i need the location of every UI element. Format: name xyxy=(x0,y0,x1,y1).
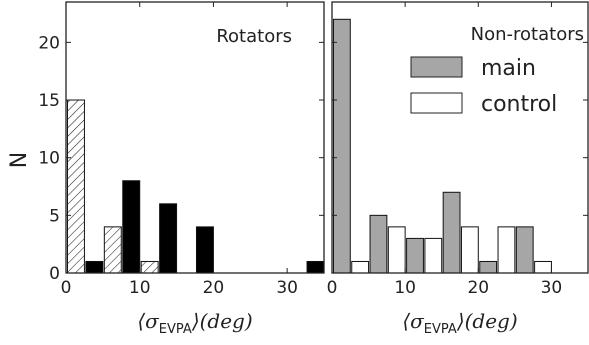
non-rotators-bar-s0-4 xyxy=(479,260,498,274)
rotators-bars xyxy=(66,99,325,274)
non-rotators-x-tick-label: 30 xyxy=(541,278,563,298)
legend-swatch-control xyxy=(410,92,463,114)
non-rotators-x-tick-label: 0 xyxy=(327,278,338,298)
rotators-bar-s1-4 xyxy=(306,260,325,274)
rotators-y-tick-label: 5 xyxy=(49,206,60,226)
legend-swatch-main xyxy=(410,56,463,78)
non-rotators-x-tick-label: 20 xyxy=(467,278,489,298)
non-rotators-bar-s0-2 xyxy=(406,237,424,274)
non-rotators-bar-s1-3 xyxy=(460,226,479,274)
rotators-x-tick-label: 30 xyxy=(276,278,298,298)
non-rotators-bar-s1-2 xyxy=(424,237,443,274)
rotators-panel: 0 10 20 30 0 5 10 15 20 Rotators ⟨σEVPA⟩(deg) xyxy=(38,1,325,337)
non-rotators-ticks: 0 10 20 30 xyxy=(327,2,588,298)
legend-item-main: main xyxy=(410,56,536,81)
rotators-bar-s1-0 xyxy=(85,260,104,274)
rotators-y-tick-label: 20 xyxy=(38,33,60,53)
rotators-x-tick-label: 20 xyxy=(203,278,225,298)
non-rotators-frame xyxy=(331,1,589,274)
rotators-bar-s1-1 xyxy=(122,180,141,274)
non-rotators-bar-s1-1 xyxy=(387,226,406,274)
non-rotators-bars xyxy=(332,18,552,274)
y-axis-label: N xyxy=(7,152,32,168)
rotators-x-tick-label: 10 xyxy=(129,278,151,298)
non-rotators-bar-s0-0 xyxy=(332,18,351,274)
non-rotators-bar-s1-5 xyxy=(534,260,552,274)
rotators-x-axis-label: ⟨σEVPA⟩(deg) xyxy=(137,309,252,337)
non-rotators-title: Non-rotators xyxy=(471,24,584,45)
rotators-bar-s0-0 xyxy=(66,99,85,274)
legend-label-main: main xyxy=(481,56,536,81)
non-rotators-bar-s1-4 xyxy=(497,226,516,274)
non-rotators-x-axis-label: ⟨σEVPA⟩(deg) xyxy=(402,309,517,337)
rotators-frame xyxy=(65,1,325,274)
rotators-ticks: 0 10 20 30 0 5 10 15 20 xyxy=(38,2,324,298)
rotators-bar-s0-1 xyxy=(103,226,122,274)
rotators-y-tick-label: 10 xyxy=(38,149,60,169)
non-rotators-bar-s0-1 xyxy=(369,214,388,274)
rotators-y-tick-label: 15 xyxy=(38,91,60,111)
rotators-bar-s1-2 xyxy=(159,203,178,274)
legend: main control xyxy=(410,56,557,117)
non-rotators-bar-s1-0 xyxy=(351,260,370,274)
rotators-y-tick-label: 0 xyxy=(49,264,60,284)
non-rotators-x-tick-label: 10 xyxy=(394,278,416,298)
rotators-x-tick-label: 0 xyxy=(61,278,72,298)
rotators-title: Rotators xyxy=(216,26,292,47)
non-rotators-panel: 0 10 20 30 Non-rotators main control ⟨σEVPA… xyxy=(327,1,589,337)
legend-item-control: control xyxy=(410,92,557,117)
non-rotators-bar-s0-5 xyxy=(515,226,534,274)
legend-label-control: control xyxy=(481,92,557,117)
rotators-bar-s0-2 xyxy=(140,260,159,274)
rotators-bar-s1-3 xyxy=(195,226,214,274)
non-rotators-bar-s0-3 xyxy=(442,191,461,274)
